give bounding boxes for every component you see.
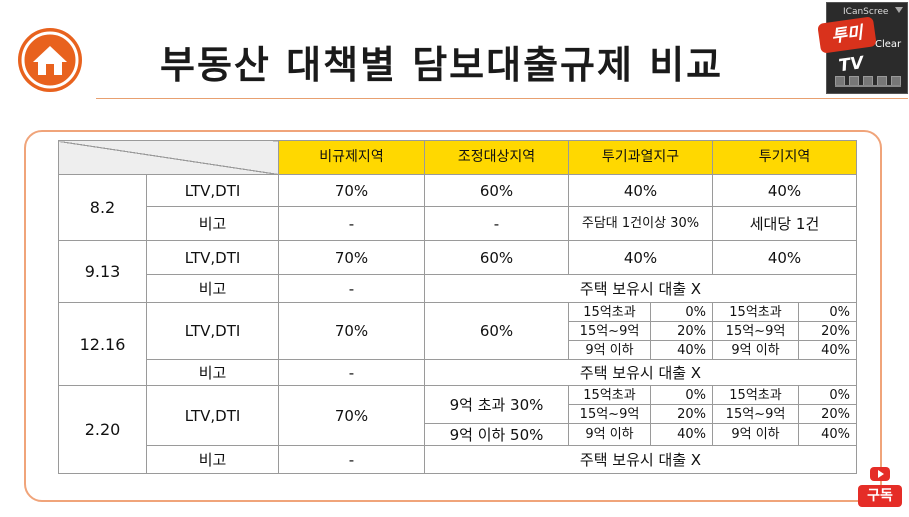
row-label-note: 비고 <box>146 274 279 303</box>
note-value: 주택 보유시 대출 X <box>424 359 857 386</box>
ltv-value: 60% <box>424 240 569 275</box>
title-divider <box>96 98 908 99</box>
table-row: 비고 - 주택 보유시 대출 X <box>59 359 857 386</box>
period-2-20: 2.20 <box>58 385 147 474</box>
bracket-rate: 20% <box>798 404 857 424</box>
ltv-value: 40% <box>568 240 713 275</box>
price-bracket: 15억초과 <box>712 385 799 405</box>
ltv-value: 60% <box>424 302 569 360</box>
price-bracket: 9억 이하 <box>712 340 799 360</box>
row-label-note: 비고 <box>146 359 279 386</box>
subscribe-label: 구독 <box>858 485 902 507</box>
capture-toolbar <box>835 71 905 86</box>
note-value: - <box>278 359 425 386</box>
ltv-value: 70% <box>278 240 425 275</box>
price-bracket: 9억 이하 <box>568 340 651 360</box>
ltv-value: 40% <box>712 240 857 275</box>
ltv-value: 70% <box>278 302 425 360</box>
row-label-ltv: LTV,DTI <box>146 302 279 360</box>
note-value: 주담대 1건이상 30% <box>568 206 713 241</box>
price-bracket: 15억초과 <box>712 302 799 322</box>
table-row: 비고 - - 주담대 1건이상 30% 세대당 1건 <box>59 206 857 241</box>
comparison-table: 비규제지역 조정대상지역 투기과열지구 투기지역 8.2 LTV,DTI 70%… <box>58 140 857 474</box>
bracket-rate: 20% <box>798 321 857 341</box>
page-title: 부동산 대책별 담보대출규제 비교 <box>160 43 724 87</box>
clear-button[interactable]: Clear <box>875 39 902 50</box>
header-nonregulated: 비규제지역 <box>278 140 425 175</box>
home-logo <box>18 28 82 92</box>
price-bracket: 15억초과 <box>568 302 651 322</box>
ltv-value: 70% <box>278 174 425 207</box>
home-icon <box>21 31 79 89</box>
price-bracket: 9억 이하 <box>712 423 799 446</box>
table-row: 2.20 LTV,DTI 70% 9억 초과 30% 15억초과 0% 15억초… <box>58 385 857 474</box>
table-row: 8.2 LTV,DTI 70% 60% 40% 40% <box>58 174 857 241</box>
bracket-rate: 0% <box>798 302 857 322</box>
row-label-ltv: LTV,DTI <box>146 174 279 207</box>
header-overheated-district: 투기과열지구 <box>568 140 713 175</box>
ltv-value: 40% <box>712 174 857 207</box>
table-row: 비고 - 주택 보유시 대출 X <box>59 274 857 303</box>
bracket-rate: 0% <box>650 302 713 322</box>
row-label-note: 비고 <box>146 206 279 241</box>
bracket-rate: 40% <box>650 423 713 446</box>
bracket-rate: 40% <box>798 340 857 360</box>
youtube-play-icon <box>870 467 890 481</box>
bracket-rate: 0% <box>650 385 713 405</box>
price-bracket: 9억 이하 <box>568 423 651 446</box>
bracket-rate: 40% <box>650 340 713 360</box>
row-label-ltv: LTV,DTI <box>146 240 279 275</box>
table-row: 9억 이하 40% 9억 이하 40% <box>59 340 857 360</box>
row-label-ltv: LTV,DTI <box>146 385 279 446</box>
capture-app-title: ICanScree <box>843 7 889 17</box>
capture-slider[interactable] <box>835 85 901 87</box>
price-bracket: 15억~9억 <box>712 404 799 424</box>
screen-capture-widget[interactable]: ICanScree 투미TV Clear <box>817 2 908 94</box>
bracket-rate: 40% <box>798 423 857 446</box>
note-value: - <box>278 445 425 474</box>
channel-badge: 투미TV <box>817 16 877 76</box>
note-value: 주택 보유시 대출 X <box>424 274 857 303</box>
ltv-value: 60% <box>424 174 569 207</box>
period-12-16: 12.16 <box>58 302 147 386</box>
header-speculation-area: 투기지역 <box>712 140 857 175</box>
note-value: 세대당 1건 <box>712 206 857 241</box>
adjust-over-9: 9억 초과 30% <box>424 385 569 424</box>
ltv-value: 70% <box>278 385 425 446</box>
header-row: 비규제지역 조정대상지역 투기과열지구 투기지역 <box>58 140 857 175</box>
chevron-down-icon[interactable] <box>895 7 903 13</box>
price-bracket: 15억~9억 <box>568 321 651 341</box>
price-bracket: 15억~9억 <box>568 404 651 424</box>
table-row: 15억~9억 20% 15억~9억 20% <box>59 404 857 424</box>
bracket-rate: 0% <box>798 385 857 405</box>
table-row: 12.16 LTV,DTI 70% 60% 15억초과 0% 15억초과 0% <box>58 302 857 386</box>
period-9-13: 9.13 <box>58 240 147 303</box>
table-row: 9.13 LTV,DTI 70% 60% 40% 40% <box>58 240 857 303</box>
row-label-note: 비고 <box>146 445 279 474</box>
price-bracket: 15억초과 <box>568 385 651 405</box>
ltv-value: 40% <box>568 174 713 207</box>
content-frame <box>24 130 882 502</box>
corner-cell <box>58 140 279 175</box>
note-value: 주택 보유시 대출 X <box>424 445 857 474</box>
bracket-rate: 20% <box>650 404 713 424</box>
note-value: - <box>278 274 425 303</box>
header-adjustment-area: 조정대상지역 <box>424 140 569 175</box>
note-value: - <box>278 206 425 241</box>
subscribe-button[interactable]: 구독 <box>858 467 902 511</box>
price-bracket: 15억~9억 <box>712 321 799 341</box>
bracket-rate: 20% <box>650 321 713 341</box>
table-row: 비고 - 주택 보유시 대출 X <box>59 445 857 474</box>
period-8-2: 8.2 <box>58 174 147 241</box>
adjust-under-9: 9억 이하 50% <box>424 423 569 446</box>
note-value: - <box>424 206 569 241</box>
